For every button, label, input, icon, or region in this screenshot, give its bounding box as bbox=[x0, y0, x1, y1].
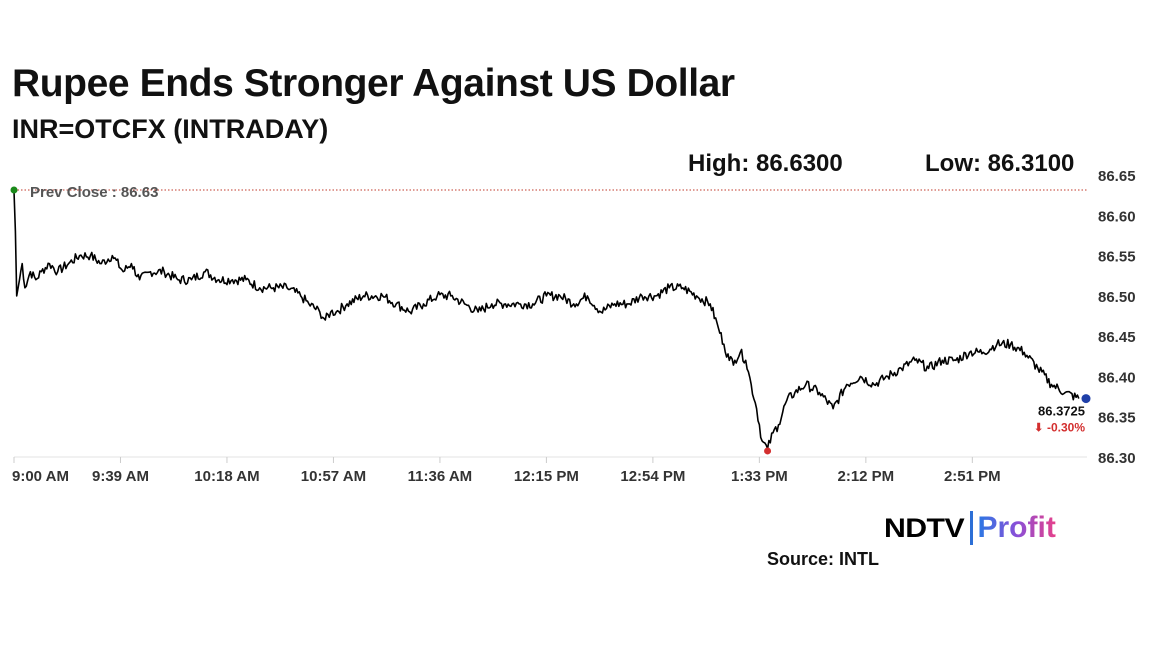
y-tick-label: 86.65 bbox=[1098, 168, 1136, 185]
logo-ndtv-text: NDTV bbox=[884, 512, 965, 543]
y-tick-label: 86.40 bbox=[1098, 369, 1136, 386]
x-tick-label: 11:36 AM bbox=[408, 468, 472, 485]
x-tick-label: 12:54 PM bbox=[620, 468, 685, 485]
y-tick-label: 86.35 bbox=[1098, 410, 1136, 427]
y-tick-label: 86.45 bbox=[1098, 329, 1136, 346]
x-tick-label: 10:18 AM bbox=[194, 468, 259, 485]
x-tick-label: 2:51 PM bbox=[944, 468, 1001, 485]
y-tick-label: 86.55 bbox=[1098, 249, 1136, 266]
x-tick-label: 2:12 PM bbox=[837, 468, 894, 485]
high-value: High: 86.6300 bbox=[688, 150, 843, 177]
x-axis: 9:00 AM 9:39 AM 10:18 AM 10:57 AM 11:36 AM 12… bbox=[12, 456, 1087, 485]
y-axis: 86.30 86.35 86.40 86.45 86.50 86.55 86.60 86.65 bbox=[1098, 168, 1136, 467]
x-tick-label: 9:00 AM bbox=[12, 468, 69, 485]
x-tick-label: 12:15 PM bbox=[514, 468, 579, 485]
x-tick-label: 10:57 AM bbox=[301, 468, 366, 485]
source-note: Source: INTL bbox=[767, 549, 880, 569]
y-tick-label: 86.60 bbox=[1098, 208, 1136, 225]
chart-title: Rupee Ends Stronger Against US Dollar bbox=[12, 62, 735, 105]
chart-subtitle: INR=OTCFX (INTRADAY) bbox=[12, 114, 329, 144]
y-tick-label: 86.30 bbox=[1098, 450, 1136, 467]
logo-separator bbox=[969, 511, 973, 545]
x-tick-label: 9:39 AM bbox=[92, 468, 149, 485]
x-tick-label: 1:33 PM bbox=[731, 468, 788, 485]
ndtv-profit-logo: NDTV Profit bbox=[884, 508, 1056, 548]
price-series-line bbox=[13, 191, 1080, 450]
change-percent-label: ⬇ -0.30% bbox=[1034, 421, 1086, 435]
last-point-marker bbox=[1081, 394, 1091, 404]
open-point-marker bbox=[10, 186, 18, 194]
logo-profit-text: Profit bbox=[977, 511, 1056, 544]
y-tick-label: 86.50 bbox=[1098, 289, 1136, 306]
prev-close-label: Prev Close : 86.63 bbox=[30, 184, 158, 201]
low-value: Low: 86.3100 bbox=[925, 150, 1075, 177]
last-value-label: 86.3725 bbox=[1038, 404, 1085, 419]
low-point-marker bbox=[764, 447, 772, 455]
